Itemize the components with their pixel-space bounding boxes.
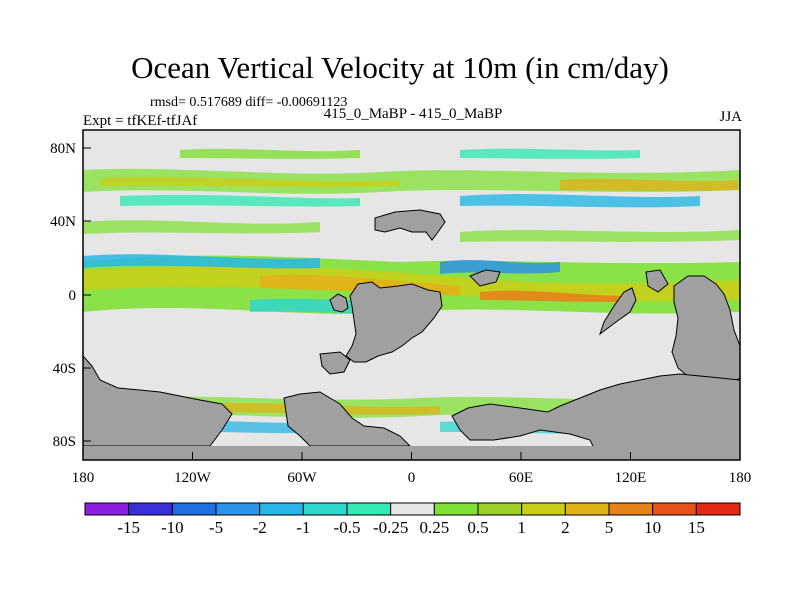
y-tick-label: 80N <box>50 141 76 157</box>
land-south-america-tip <box>319 351 351 375</box>
y-axis <box>83 147 91 442</box>
colorbar-swatch <box>390 502 435 516</box>
land-antarctica-west <box>283 391 412 447</box>
colorbar-swatch <box>171 502 217 516</box>
y-tick-label: 0 <box>69 288 77 304</box>
y-tick-label: 80S <box>53 434 76 450</box>
colorbar-label: -10 <box>161 518 184 537</box>
colorbar-swatch <box>346 502 392 516</box>
colorbar-swatch <box>128 502 173 516</box>
colorbar-label: -5 <box>209 518 223 537</box>
colorbar-label: 0.25 <box>419 518 449 537</box>
x-tick-label: 60W <box>287 470 317 486</box>
x-tick-label: 60E <box>509 470 533 486</box>
colorbar-swatch <box>521 502 566 516</box>
colorbar-label: 1 <box>517 518 526 537</box>
colorbar-swatch <box>564 502 610 516</box>
colorbar-swatch <box>477 502 523 516</box>
colorbar-label: 15 <box>688 518 705 537</box>
map-plot <box>82 129 741 461</box>
colorbar-label: -0.5 <box>334 518 361 537</box>
field-patch <box>480 290 620 302</box>
field-patch <box>460 194 700 208</box>
field-patch <box>560 178 738 191</box>
field-patch <box>83 254 320 269</box>
colorbar-label: 0.5 <box>467 518 488 537</box>
colorbar-label: 5 <box>605 518 614 537</box>
y-tick-label: 40S <box>53 361 76 377</box>
field-patch <box>83 220 320 234</box>
colorbar-label: -0.25 <box>373 518 408 537</box>
x-tick-label: 180 <box>72 470 95 486</box>
colorbar-label: 2 <box>561 518 570 537</box>
land-antarctica-east <box>451 373 741 461</box>
colorbar-swatch <box>433 502 479 516</box>
experiment-line: Expt = tfKEf-tfJAf <box>83 113 198 129</box>
colorbar-label: -1 <box>296 518 310 537</box>
field-patch <box>120 194 360 207</box>
land-greenland <box>374 209 446 241</box>
colorbar-label: 10 <box>644 518 661 537</box>
colorbar-swatch <box>259 502 304 516</box>
field-patch <box>460 230 740 242</box>
colorbar-swatch <box>84 502 130 516</box>
chart-title: Ocean Vertical Velocity at 10m (in cm/da… <box>131 50 669 85</box>
stats-line: rmsd= 0.517689 diff= -0.00691123 <box>150 95 348 110</box>
land-india <box>599 287 637 336</box>
land-africa <box>345 281 443 363</box>
colorbar-swatch <box>652 502 697 516</box>
land-maritime <box>645 269 669 293</box>
season-label: JJA <box>719 109 742 125</box>
colorbar-label: -15 <box>117 518 140 537</box>
field-patch <box>440 260 560 274</box>
colorbar: -15 -10 -5 -2 -1 -0.5 -0.25 0.25 0.5 1 2 5 10 15 <box>84 502 741 537</box>
case-line: 415_0_MaBP - 415_0_MaBP <box>323 106 503 122</box>
x-axis <box>82 452 741 460</box>
colorbar-swatch <box>608 502 654 516</box>
land-masses <box>82 209 741 461</box>
colorbar-swatch <box>302 502 348 516</box>
field-patch <box>460 148 640 159</box>
y-tick-label: 40N <box>50 214 76 230</box>
x-tick-label: 180 <box>729 470 752 486</box>
x-tick-label: 120W <box>174 470 212 486</box>
colorbar-swatch <box>695 502 741 516</box>
colorbar-swatch <box>215 502 261 516</box>
land-arabia <box>469 269 501 287</box>
field-patch <box>100 177 400 188</box>
land-central-america <box>329 293 349 313</box>
field-patch <box>180 148 360 159</box>
x-tick-label: 120E <box>615 470 647 486</box>
colorbar-label: -2 <box>253 518 267 537</box>
x-tick-label: 0 <box>408 470 416 486</box>
